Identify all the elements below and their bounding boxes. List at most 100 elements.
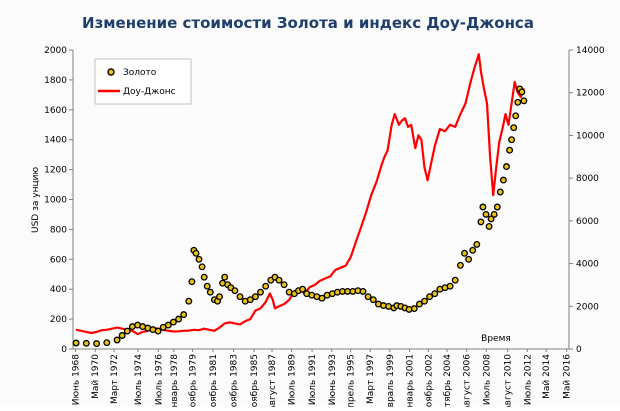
gold-data-point bbox=[113, 336, 121, 344]
x-tick-label: Май 2014 bbox=[542, 354, 552, 399]
x-tick-label: Март 1997 bbox=[366, 354, 376, 404]
gold-data-point bbox=[180, 311, 188, 319]
y-tick-left-label: 2000 bbox=[44, 46, 67, 56]
y-tick-left-label: 400 bbox=[50, 285, 67, 295]
gold-data-point bbox=[280, 281, 288, 289]
gold-data-point bbox=[369, 296, 377, 304]
x-tick-label: Июль 1989 bbox=[288, 354, 298, 405]
gold-data-point bbox=[503, 163, 510, 171]
y-tick-right-label: 14000 bbox=[576, 46, 605, 56]
gold-data-point bbox=[485, 222, 493, 230]
y-tick-left-label: 200 bbox=[50, 315, 67, 325]
x-tick-label: Июнь 1993 bbox=[328, 354, 338, 405]
gold-data-point bbox=[506, 146, 514, 154]
gold-data-point bbox=[490, 210, 498, 218]
gold-data-point bbox=[415, 300, 423, 308]
gold-data-point bbox=[496, 188, 504, 196]
gold-data-point bbox=[508, 136, 516, 144]
gold-data-point bbox=[123, 327, 131, 335]
gold-data-point bbox=[426, 293, 434, 301]
gold-data-point bbox=[203, 282, 211, 290]
x-tick-label: Июль 1974 bbox=[134, 354, 144, 405]
y-tick-right-label: 0 bbox=[576, 345, 582, 355]
y-tick-left-label: 600 bbox=[50, 255, 67, 265]
y-tick-left-label: 1400 bbox=[44, 136, 67, 146]
gold-data-point bbox=[72, 339, 80, 347]
gold-data-point bbox=[421, 297, 428, 305]
gold-data-point bbox=[482, 210, 490, 218]
gold-data-point bbox=[512, 112, 520, 120]
gold-data-point bbox=[364, 293, 372, 301]
gold-data-point bbox=[216, 293, 223, 301]
gold-data-point bbox=[251, 293, 259, 301]
x-tick-label: Ноябрь 1979 bbox=[189, 354, 199, 407]
y-tick-left-label: 0 bbox=[61, 345, 67, 355]
y-tick-left-label: 1000 bbox=[44, 196, 67, 206]
gold-data-point bbox=[451, 276, 459, 284]
x-tick-label: Май 1970 bbox=[91, 354, 101, 399]
gold-data-point bbox=[499, 176, 507, 184]
x-tick-label: Апрель 1995 bbox=[347, 354, 357, 407]
legend-gold-marker bbox=[107, 68, 115, 76]
gold-data-point bbox=[477, 218, 485, 226]
gold-data-point bbox=[185, 297, 193, 305]
gold-data-point bbox=[446, 282, 454, 290]
x-tick-label: Ноябрь 1983 bbox=[230, 354, 240, 407]
gold-data-point bbox=[493, 203, 501, 211]
gold-data-point bbox=[456, 261, 464, 269]
gold-data-point bbox=[169, 318, 177, 326]
y-tick-right-label: 4000 bbox=[576, 260, 599, 270]
gold-data-point bbox=[188, 278, 196, 286]
gold-data-point bbox=[318, 294, 326, 302]
legend-box bbox=[94, 58, 192, 105]
gold-data-point bbox=[82, 339, 90, 347]
gold-data-point bbox=[465, 255, 473, 263]
y-tick-left-label: 800 bbox=[50, 225, 67, 235]
gold-data-point bbox=[431, 290, 439, 298]
y-tick-left-label: 1200 bbox=[44, 166, 67, 176]
chart-title: Изменение стоимости Золота и индекс Доу-… bbox=[82, 14, 534, 32]
gold-data-point bbox=[479, 203, 487, 211]
gold-data-point bbox=[510, 124, 518, 132]
gold-data-point bbox=[236, 293, 244, 301]
y-tick-right-label: 8000 bbox=[576, 174, 599, 184]
x-tick-label: Февраль 1999 bbox=[386, 354, 396, 407]
x-tick-label: Ноябрь 1985 bbox=[250, 354, 260, 407]
gold-data-point bbox=[231, 287, 239, 295]
gold-data-point bbox=[246, 296, 254, 304]
x-tick-label: Июль 2008 bbox=[482, 354, 492, 405]
y-tick-right-label: 2000 bbox=[576, 302, 599, 312]
x-tick-label: Январь 1978 bbox=[170, 354, 180, 407]
plot-area: 0 200 400 600 800 1000 1200 1400 1600 1800 2000 0 20… bbox=[44, 46, 605, 411]
x-tick-label: Июль 1991 bbox=[308, 354, 318, 405]
gold-data-point bbox=[461, 249, 468, 257]
gold-data-point bbox=[198, 263, 206, 271]
y-axis-label: USD за унцию bbox=[31, 167, 41, 233]
gold-data-point bbox=[154, 327, 162, 335]
gold-data-point bbox=[118, 332, 126, 339]
gold-data-point bbox=[195, 255, 203, 263]
x-tick-label: Август 2010 bbox=[504, 354, 514, 407]
gold-data-point bbox=[257, 288, 264, 296]
y-tick-left-label: 1800 bbox=[44, 76, 67, 86]
gold-data-point bbox=[520, 97, 528, 105]
x-tick-label: Июль 2012 bbox=[523, 354, 533, 405]
gold-data-point bbox=[221, 273, 229, 281]
y-tick-left-label: 1600 bbox=[44, 106, 67, 116]
y-tick-right-label: 12000 bbox=[576, 89, 605, 99]
gold-data-point bbox=[164, 321, 172, 329]
y-tick-right-label: 10000 bbox=[576, 131, 605, 141]
gold-data-point bbox=[206, 288, 214, 296]
gold-data-point bbox=[359, 287, 367, 295]
x-tick-label: Март 1972 bbox=[110, 354, 120, 404]
y-tick-right-label: 6000 bbox=[576, 217, 599, 227]
gold-data-point bbox=[514, 98, 522, 106]
x-tick-label: Ноябрь 1981 bbox=[209, 354, 219, 407]
x-axis-label: Время bbox=[481, 334, 511, 344]
gold-data-point bbox=[175, 315, 183, 323]
gold-data-point bbox=[299, 285, 307, 293]
legend: Золото Доу-Джонс bbox=[94, 58, 192, 105]
x-tick-label: Ноябрь 2002 bbox=[424, 354, 434, 407]
